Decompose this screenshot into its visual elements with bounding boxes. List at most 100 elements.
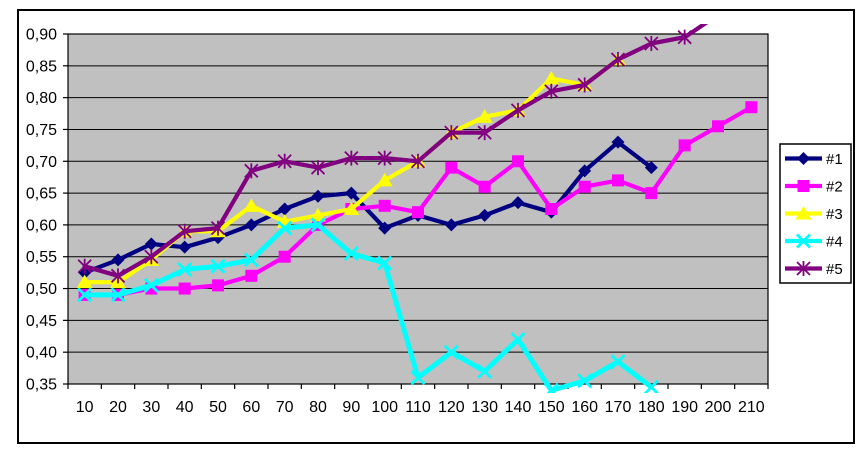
legend-label: #2 xyxy=(826,179,843,196)
x-axis-label: 200 xyxy=(705,399,732,416)
star-marker xyxy=(244,163,259,179)
star-marker xyxy=(796,261,811,276)
legend-label: #5 xyxy=(826,261,843,278)
x-marker xyxy=(210,258,226,274)
square-marker xyxy=(612,174,624,187)
triangle-marker xyxy=(476,109,493,123)
x-axis-label: 50 xyxy=(209,399,227,416)
legend-item-4: #4 xyxy=(785,234,843,251)
legend-item-2: #2 xyxy=(785,179,843,196)
x-axis-label: 90 xyxy=(342,399,360,416)
triangle-marker xyxy=(795,206,812,220)
diamond-marker xyxy=(797,152,810,165)
square-marker xyxy=(412,206,424,219)
x-axis-label: 60 xyxy=(242,399,260,416)
star-marker xyxy=(610,51,626,67)
x-marker xyxy=(377,255,393,271)
x-marker xyxy=(143,277,159,293)
legend-label: #3 xyxy=(826,206,843,223)
star-marker xyxy=(377,150,392,166)
star-marker xyxy=(277,153,292,169)
y-axis-label: 0,75 xyxy=(26,122,57,139)
star-marker xyxy=(510,102,526,118)
star-marker xyxy=(677,29,692,45)
legend: #1 #2 #3 #4 #5 xyxy=(779,143,852,284)
diamond-marker xyxy=(278,202,292,216)
triangle-marker xyxy=(376,172,393,187)
x-marker xyxy=(543,382,559,393)
x-marker xyxy=(343,246,359,262)
legend-item-5: #5 xyxy=(785,261,843,278)
x-axis-label: 140 xyxy=(505,399,532,416)
star-marker xyxy=(577,77,592,93)
y-axis-label: 0,90 xyxy=(26,27,57,44)
series-line xyxy=(82,222,654,393)
x-marker xyxy=(443,344,459,360)
square-marker xyxy=(478,180,491,193)
star-marker xyxy=(310,160,326,176)
x-marker xyxy=(577,373,593,389)
star-marker xyxy=(444,125,459,141)
x-axis-label: 110 xyxy=(405,399,431,416)
diamond-marker xyxy=(644,161,658,175)
legend-item-3: #3 xyxy=(785,206,843,223)
x-axis-label: 80 xyxy=(309,399,327,416)
diamond-marker xyxy=(378,221,392,235)
square-marker xyxy=(578,180,591,193)
square-marker xyxy=(445,161,458,174)
square-marker xyxy=(745,101,758,114)
x-marker xyxy=(277,220,293,236)
x-axis-label: 30 xyxy=(142,399,160,416)
square-marker xyxy=(378,199,391,212)
x-marker xyxy=(77,287,93,303)
y-axis-label: 0,55 xyxy=(26,249,57,266)
x-axis-label: 130 xyxy=(471,399,498,416)
diamond-marker xyxy=(478,208,492,222)
star-marker xyxy=(344,150,359,166)
x-axis-label: 40 xyxy=(176,399,194,416)
x-marker xyxy=(310,217,326,233)
square-marker xyxy=(512,155,524,168)
x-marker xyxy=(510,331,526,347)
square-marker xyxy=(278,250,291,263)
x-marker xyxy=(243,252,259,268)
y-axis-label: 0,65 xyxy=(26,186,57,203)
y-axis-label: 0,40 xyxy=(26,345,57,362)
series-4 xyxy=(77,217,659,393)
diamond-marker xyxy=(444,218,458,232)
star-marker xyxy=(410,153,426,169)
square-marker xyxy=(678,139,691,152)
diamond-marker xyxy=(111,253,125,267)
y-axis-label: 0,60 xyxy=(26,217,57,234)
star-marker xyxy=(644,36,659,52)
star-marker xyxy=(477,125,492,141)
x-marker xyxy=(110,287,126,303)
diamond-marker xyxy=(244,218,258,232)
legend-label: #1 xyxy=(826,151,843,168)
square-marker xyxy=(797,180,810,192)
triangle-marker xyxy=(76,274,93,289)
triangle-marker xyxy=(243,198,260,212)
star-marker xyxy=(110,268,126,284)
series-5 xyxy=(77,24,709,284)
x-marker xyxy=(477,363,493,379)
square-marker xyxy=(245,269,258,282)
star-marker xyxy=(77,258,92,274)
diamond-marker xyxy=(178,240,192,254)
x-axis-label: 190 xyxy=(671,399,698,416)
x-marker xyxy=(643,379,659,393)
x-axis-label: 70 xyxy=(276,399,294,416)
square-marker xyxy=(178,282,191,295)
triangle-marker xyxy=(310,207,326,222)
x-axis-label: 120 xyxy=(438,399,465,416)
legend-item-1: #1 xyxy=(785,151,843,168)
x-axis-label: 180 xyxy=(638,399,665,416)
x-axis-label: 170 xyxy=(605,399,632,416)
triangle-marker xyxy=(343,201,360,215)
y-axis-label: 0,70 xyxy=(26,154,57,171)
y-axis-label: 0,35 xyxy=(26,377,57,394)
diamond-marker xyxy=(511,196,525,210)
star-marker xyxy=(544,83,559,99)
x-marker xyxy=(796,233,811,249)
